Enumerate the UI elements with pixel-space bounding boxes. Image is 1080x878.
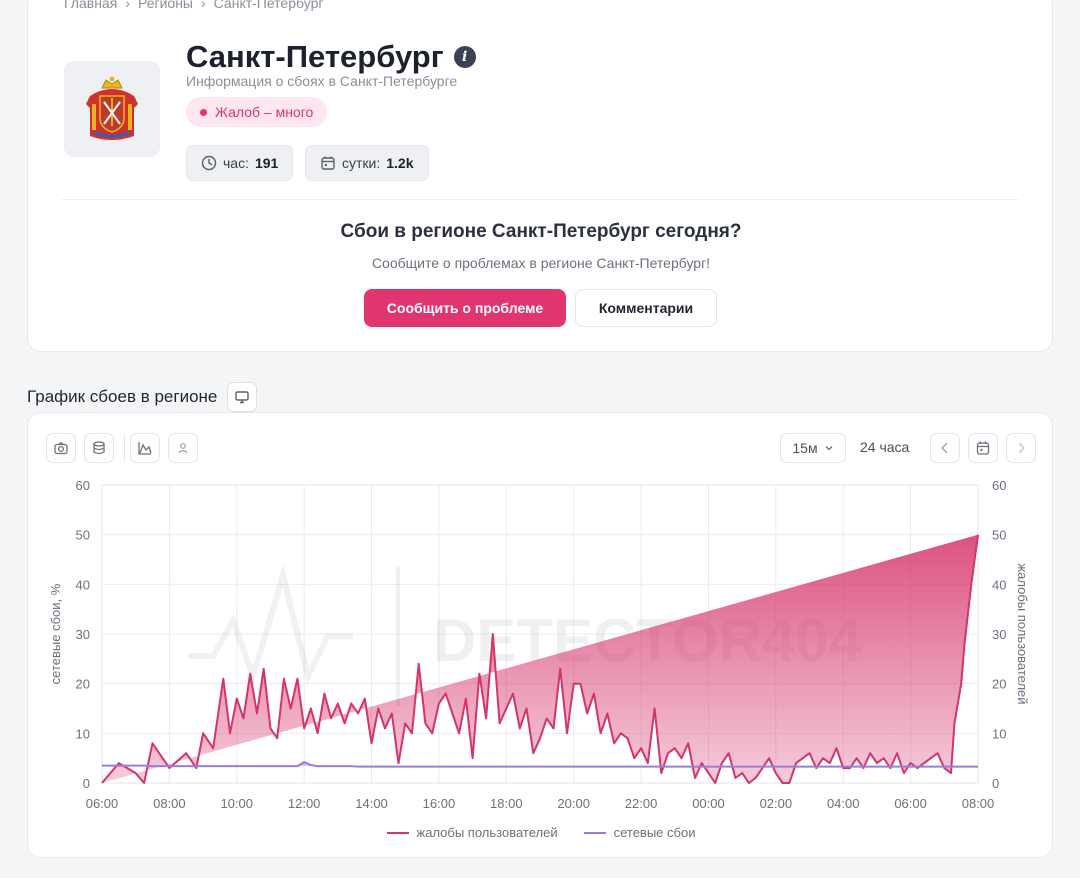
x-tick-label: 18:00: [490, 796, 523, 811]
date-picker-button[interactable]: [968, 433, 998, 463]
calendar-icon: [321, 156, 335, 170]
legend-line-complaints: [386, 831, 409, 834]
camera-icon: [54, 442, 68, 455]
y-tick-label-right: 20: [992, 677, 1006, 692]
x-tick-label: 06:00: [86, 796, 119, 811]
y-tick-label-right: 10: [992, 726, 1006, 741]
y-tick-label-right: 50: [992, 528, 1006, 543]
next-period-button[interactable]: [1006, 433, 1036, 463]
legend-item-complaints[interactable]: жалобы пользователей: [386, 825, 558, 840]
y-tick-label-left: 30: [76, 627, 90, 642]
series-line-complaints: [101, 534, 979, 784]
y-tick-label-left: 10: [76, 726, 90, 741]
x-tick-label: 22:00: [625, 796, 658, 811]
chart-type-button[interactable]: [130, 433, 160, 463]
range-label[interactable]: 24 часа: [860, 439, 910, 455]
x-tick-label: 12:00: [288, 796, 321, 811]
stat-hour-value: 191: [254, 155, 279, 171]
series-line-network: [102, 761, 978, 768]
user-filter-button[interactable]: [168, 433, 198, 463]
clock-icon: [201, 155, 217, 171]
breadcrumb-current[interactable]: Санкт-Петербург: [213, 0, 324, 11]
stat-day-value: 1.2k: [386, 155, 414, 171]
y-tick-label-left: 20: [76, 677, 90, 692]
embed-chart-button[interactable]: [227, 382, 258, 412]
y-tick-label-right: 30: [992, 627, 1006, 642]
divider: [62, 199, 1018, 200]
chart-section-title: График сбоев в регионе: [27, 387, 218, 406]
comments-button[interactable]: Комментарии: [575, 289, 717, 327]
chart-card: 15м 24 часа DETECTOR404 0010102020303040…: [27, 412, 1053, 858]
chevron-left-icon: [941, 442, 948, 454]
database-icon: [93, 441, 105, 455]
y-tick-label-right: 40: [992, 577, 1006, 592]
region-card: Главная › Регионы › Санкт-Петербург: [27, 0, 1053, 352]
report-question-title: Сбои в регионе Санкт-Петербург сегодня?: [340, 221, 742, 242]
stat-hour: час: 191: [186, 145, 294, 181]
chart-axes: 0 0 10 10 20 20 30 30 40 40 50 50 60 60 06:00 08:00 10:0…: [48, 478, 1030, 811]
user-icon: [178, 443, 188, 454]
chevron-right-icon: ›: [200, 0, 206, 11]
x-tick-label: 08:00: [153, 796, 186, 811]
region-logo: [64, 61, 160, 157]
breadcrumb: Главная › Регионы › Санкт-Петербург: [64, 0, 323, 11]
y-tick-label-left: 60: [76, 478, 90, 493]
breadcrumb-regions[interactable]: Регионы: [137, 0, 193, 11]
y-axis-title-right: жалобы пользователей: [1015, 563, 1030, 704]
legend-item-network[interactable]: сетевые сбои: [583, 825, 696, 840]
outage-chart[interactable]: DETECTOR404 0010102020303040405050606006…: [28, 471, 1054, 821]
area-chart-icon: [138, 442, 152, 455]
y-tick-label-right: 0: [992, 776, 999, 791]
x-tick-label: 06:00: [894, 796, 927, 811]
legend-label-network: сетевые сбои: [613, 825, 696, 840]
stat-day-label: сутки:: [342, 155, 381, 171]
x-tick-label: 02:00: [760, 796, 793, 811]
y-tick-label-left: 0: [83, 776, 90, 791]
x-tick-label: 04:00: [827, 796, 860, 811]
y-axis-title-left: сетевые сбои, %: [48, 583, 63, 684]
x-tick-label: 20:00: [557, 796, 590, 811]
interval-select[interactable]: 15м: [780, 433, 846, 463]
x-tick-label: 00:00: [692, 796, 725, 811]
x-tick-label: 08:00: [962, 796, 995, 811]
calendar-icon: [976, 441, 990, 455]
toolbar-divider: [124, 435, 125, 461]
y-tick-label-right: 60: [992, 478, 1006, 493]
x-tick-label: 10:00: [220, 796, 253, 811]
region-title: Санкт-Петербург: [186, 39, 444, 74]
coat-of-arms-icon: [86, 76, 138, 140]
page-title: Санкт-Петербург i: [186, 39, 476, 75]
info-icon[interactable]: i: [453, 46, 476, 68]
data-button[interactable]: [84, 433, 114, 463]
y-tick-label-left: 40: [76, 577, 90, 592]
legend-line-network: [583, 831, 606, 834]
report-problem-button[interactable]: Сообщить о проблеме: [364, 289, 566, 327]
status-dot-icon: [200, 108, 207, 116]
screenshot-button[interactable]: [46, 433, 76, 463]
stat-hour-label: час:: [223, 155, 249, 171]
stat-day: сутки: 1.2k: [305, 145, 429, 181]
x-tick-label: 14:00: [355, 796, 388, 811]
page-subtitle: Информация о сбоях в Санкт-Петербурге: [186, 73, 458, 89]
y-tick-label-left: 50: [76, 528, 90, 543]
chevron-right-icon: ›: [125, 0, 130, 11]
chart-section-header: График сбоев в регионе: [27, 382, 258, 412]
legend-label-complaints: жалобы пользователей: [416, 825, 558, 840]
chevron-right-icon: [1018, 442, 1025, 454]
status-badge: Жалоб – много: [186, 97, 328, 127]
breadcrumb-home[interactable]: Главная: [64, 0, 118, 11]
interval-select-value: 15м: [792, 440, 818, 456]
status-badge-label: Жалоб – много: [215, 104, 314, 120]
chart-legend: жалобы пользователей сетевые сбои: [28, 825, 1054, 840]
x-tick-label: 16:00: [423, 796, 456, 811]
plot-frame: [101, 484, 979, 784]
monitor-icon: [235, 391, 250, 404]
chevron-down-icon: [825, 446, 833, 451]
report-question-subtitle: Сообщите о проблемах в регионе Санкт-Пет…: [371, 255, 711, 271]
prev-period-button[interactable]: [930, 433, 960, 463]
